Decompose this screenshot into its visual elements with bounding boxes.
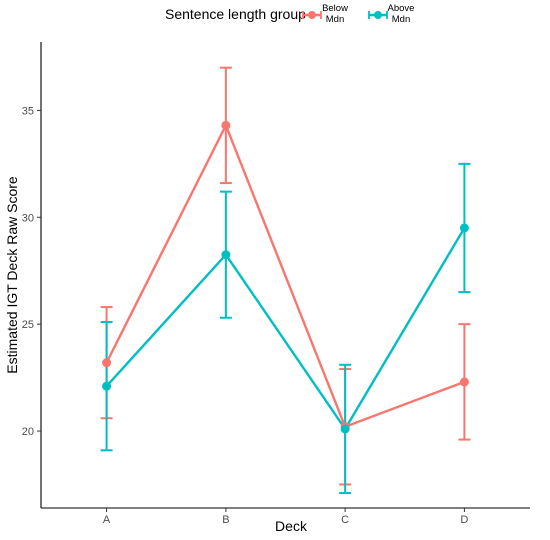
x-tick-label: A: [103, 514, 111, 526]
x-tick-label: D: [460, 514, 468, 526]
legend-label-line1: Above: [388, 3, 415, 14]
legend-label-line2: Mdn: [392, 14, 410, 25]
data-point: [221, 250, 231, 260]
series-lines: [105, 124, 466, 431]
series-line-1: [105, 227, 466, 431]
data-point: [459, 223, 469, 233]
legend-key-point: [308, 11, 316, 19]
x-tick-label: C: [341, 514, 349, 526]
legend-label-line2: Mdn: [326, 14, 344, 25]
data-point: [102, 381, 112, 391]
y-tick-label: 30: [22, 212, 34, 224]
data-point: [221, 120, 231, 130]
data-point: [102, 358, 112, 368]
legend-title: Sentence length group: [165, 6, 306, 22]
axes: 20 25 30 35 A B C D: [22, 42, 530, 526]
legend-key-point: [374, 11, 382, 19]
data-points: [102, 120, 469, 434]
y-axis-title: Estimated IGT Deck Raw Score: [4, 176, 20, 374]
data-point: [459, 377, 469, 387]
legend-label-line1: Below: [322, 3, 348, 14]
series-line-0: [105, 124, 465, 428]
x-tick-label: B: [222, 514, 229, 526]
error-bars: [100, 66, 471, 495]
x-axis-title: Deck: [275, 518, 308, 534]
data-point: [340, 424, 350, 434]
y-tick-label: 35: [22, 105, 34, 117]
y-tick-label: 20: [22, 426, 34, 438]
y-tick-label: 25: [22, 319, 34, 331]
